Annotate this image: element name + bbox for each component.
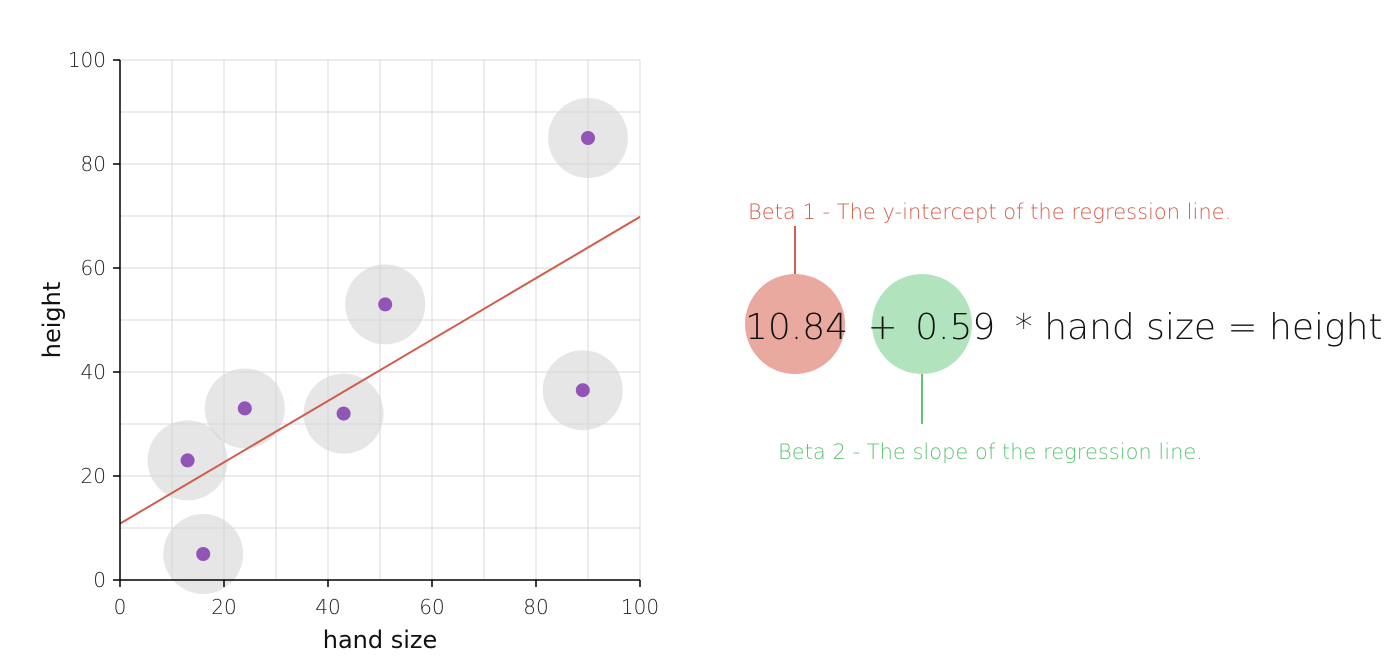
- data-point-6: [581, 131, 595, 145]
- beta2-circle: [872, 274, 972, 374]
- x-tick-label: 100: [621, 595, 659, 619]
- data-point-0: [180, 453, 195, 468]
- data-points: [180, 131, 595, 561]
- beta1-value: 10.84: [745, 307, 848, 348]
- regression-line: [119, 215, 641, 525]
- regression-equation: 10.84 + 0.59 * hand size = height Beta 1…: [745, 200, 1383, 464]
- y-tick-label: 60: [81, 256, 106, 280]
- data-point-5: [575, 383, 590, 398]
- y-axis-title: height: [38, 282, 66, 359]
- beta1-annotation: Beta 1 - The y-intercept of the regressi…: [748, 200, 1231, 224]
- axes: 0 20 40 60 80 100 0 20 40 60 80 100: [68, 48, 659, 619]
- x-tick-label: 0: [114, 595, 127, 619]
- y-tick-label: 0: [93, 568, 106, 592]
- y-tick-label: 100: [68, 48, 106, 72]
- x-tick-label: 20: [211, 595, 236, 619]
- beta2-value: 0.59: [915, 307, 995, 348]
- svg-text:10.84 + 0.59: 10.84 + 0.59 * hand size = height: [745, 307, 1383, 348]
- x-axis-title: hand size: [323, 626, 438, 654]
- data-point-1: [196, 547, 211, 561]
- y-tick-label: 80: [81, 152, 106, 176]
- beta1-circle: [745, 274, 845, 374]
- x-tick-label: 40: [315, 595, 340, 619]
- point-halos: [147, 98, 628, 594]
- data-point-2: [237, 401, 252, 416]
- x-tick-label: 60: [419, 595, 444, 619]
- data-point-3: [336, 406, 351, 421]
- equation-rest: * hand size = height: [1015, 307, 1383, 348]
- plus-sign: +: [868, 307, 898, 348]
- beta2-annotation: Beta 2 - The slope of the regression lin…: [778, 440, 1203, 464]
- x-tick-label: 80: [523, 595, 548, 619]
- data-point-4: [378, 297, 393, 312]
- y-tick-label: 40: [81, 360, 106, 384]
- y-tick-label: 20: [81, 464, 106, 488]
- regression-line-layer: [119, 215, 641, 525]
